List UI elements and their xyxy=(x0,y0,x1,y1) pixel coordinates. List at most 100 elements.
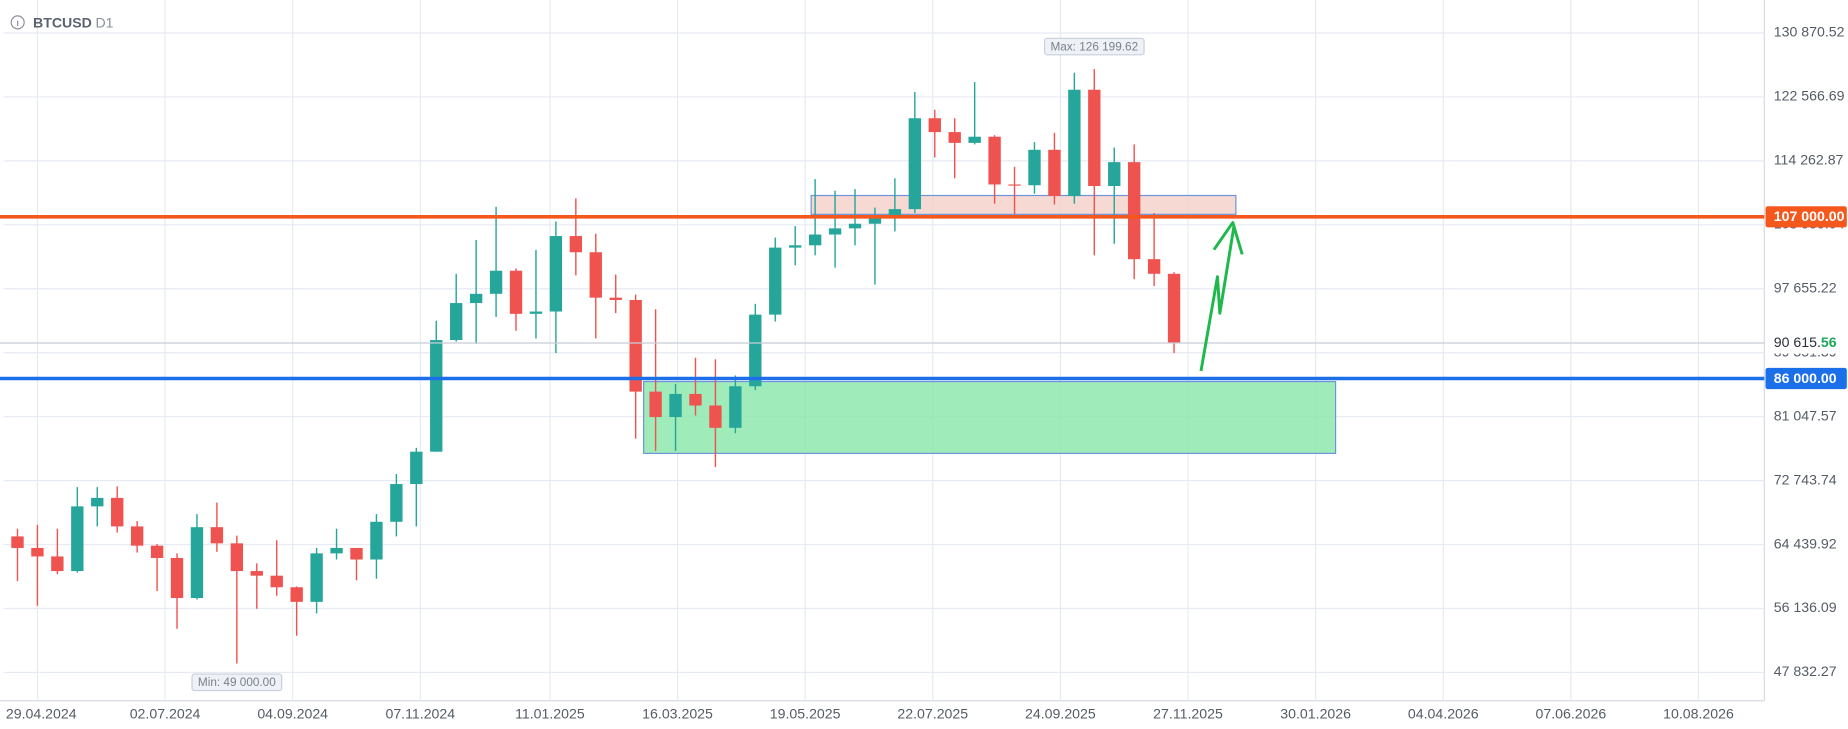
x-tick-label: 27.11.2025 xyxy=(1153,706,1223,722)
candle-body xyxy=(1108,162,1121,187)
level-label-box xyxy=(1765,206,1847,228)
candle-body xyxy=(91,497,104,507)
candle-body xyxy=(888,209,902,217)
candle-body xyxy=(1167,273,1181,343)
arrow-head xyxy=(1212,221,1244,255)
candle-body xyxy=(31,547,44,557)
candle-body xyxy=(1147,259,1161,274)
candle-body xyxy=(350,547,363,560)
candle-body xyxy=(749,314,762,387)
candle-body xyxy=(469,293,483,304)
annotation-box xyxy=(191,673,283,692)
annotation-text: Max: 126 199.62 xyxy=(1050,40,1138,53)
x-tick-label: 02.07.2024 xyxy=(130,706,201,722)
y-tick-label: 114 262.87 xyxy=(1774,152,1844,168)
candle-body xyxy=(130,526,144,546)
timeframe: D1 xyxy=(95,14,113,30)
y-tick-label: 97 655.22 xyxy=(1774,280,1837,296)
last-price-label: 90 615.56 xyxy=(1774,334,1837,350)
candle-body xyxy=(310,553,323,602)
x-tick-label: 07.06.2026 xyxy=(1536,706,1607,722)
annotation: Max: 126 199.62 xyxy=(1043,37,1145,56)
candle-body xyxy=(170,557,184,599)
drawn-arrow xyxy=(1199,221,1244,372)
candles xyxy=(11,68,1181,664)
candle-body xyxy=(290,587,303,602)
annotation-box xyxy=(1043,37,1145,56)
candle-body xyxy=(589,252,602,298)
last-price-box xyxy=(1765,332,1848,354)
candle-body xyxy=(410,451,423,485)
candle-body xyxy=(629,299,642,392)
candle-body xyxy=(769,247,782,315)
candle-body xyxy=(609,297,622,300)
candle-body xyxy=(190,527,204,599)
candle-body xyxy=(948,132,961,143)
candle-body xyxy=(1068,89,1081,197)
zone xyxy=(643,380,1337,454)
candle-body xyxy=(1128,162,1141,260)
candle-body xyxy=(808,234,822,246)
annotation-text: Min: 49 000.00 xyxy=(198,676,276,689)
x-tick-label: 11.01.2025 xyxy=(515,706,585,722)
info-icon[interactable] xyxy=(10,15,25,30)
candle-body xyxy=(11,536,24,548)
candle-body xyxy=(908,118,922,210)
level-label: 86 000.00 xyxy=(1774,370,1837,386)
overlay: Max: 126 199.62 Min: 49 000.00 90 615.56 10… xyxy=(0,37,1848,692)
candle-body xyxy=(1048,149,1061,197)
header: BTCUSD D1 xyxy=(10,14,114,30)
candle-body xyxy=(509,270,523,314)
candle-body xyxy=(150,545,164,558)
x-tick-label: 22.07.2025 xyxy=(897,706,968,722)
candle-body xyxy=(868,216,882,224)
candle-body xyxy=(529,311,543,314)
candle-body xyxy=(330,547,343,554)
candle-body xyxy=(250,571,263,576)
x-tick-label: 24.09.2025 xyxy=(1025,706,1096,722)
y-tick-label: 56 136.09 xyxy=(1774,599,1837,615)
candle-body xyxy=(51,556,64,572)
y-tick-label: 72 743.74 xyxy=(1774,471,1837,487)
y-tick-label: 122 566.69 xyxy=(1774,88,1845,104)
candle-body xyxy=(390,484,403,522)
candle-body xyxy=(848,223,862,229)
x-tick-label: 16.03.2025 xyxy=(642,706,713,722)
x-tick-label: 04.04.2026 xyxy=(1408,706,1479,722)
candle-body xyxy=(1008,184,1021,186)
last-price-main: 90 615. xyxy=(1774,334,1821,350)
candle-body xyxy=(489,270,503,294)
candle-body xyxy=(230,543,244,572)
candle-body xyxy=(689,393,702,406)
candle-body xyxy=(370,521,383,560)
candle-body xyxy=(71,506,84,572)
candle-body xyxy=(709,405,722,428)
candle-body xyxy=(1028,149,1041,186)
x-tick-label: 04.09.2024 xyxy=(257,706,328,722)
arrow-line xyxy=(1199,225,1236,372)
level-label-box xyxy=(1765,367,1847,390)
last-price-cents: 56 xyxy=(1821,334,1837,350)
x-tick-label: 29.04.2024 xyxy=(6,706,77,722)
candle-body xyxy=(828,228,842,235)
zones xyxy=(643,194,1337,454)
candle-body xyxy=(789,245,802,248)
y-tick-label: 81 047.57 xyxy=(1774,407,1837,423)
x-tick-label: 10.08.2026 xyxy=(1663,706,1734,722)
candle-body xyxy=(729,386,742,428)
candle-body xyxy=(968,136,981,143)
y-tick-label: 130 870.52 xyxy=(1774,24,1845,40)
candle-body xyxy=(1088,89,1101,187)
candle-body xyxy=(928,118,941,133)
x-tick-label: 07.11.2024 xyxy=(385,706,455,722)
level-label: 107 000.00 xyxy=(1774,208,1845,224)
y-tick-label: 64 439.92 xyxy=(1774,535,1837,551)
candle-body xyxy=(430,340,443,452)
candle-body xyxy=(569,236,583,253)
y-tick-label: 47 832.27 xyxy=(1774,663,1837,679)
candle-body xyxy=(270,575,283,588)
candle-body xyxy=(988,136,1001,185)
x-tick-label: 30.01.2026 xyxy=(1280,706,1351,722)
